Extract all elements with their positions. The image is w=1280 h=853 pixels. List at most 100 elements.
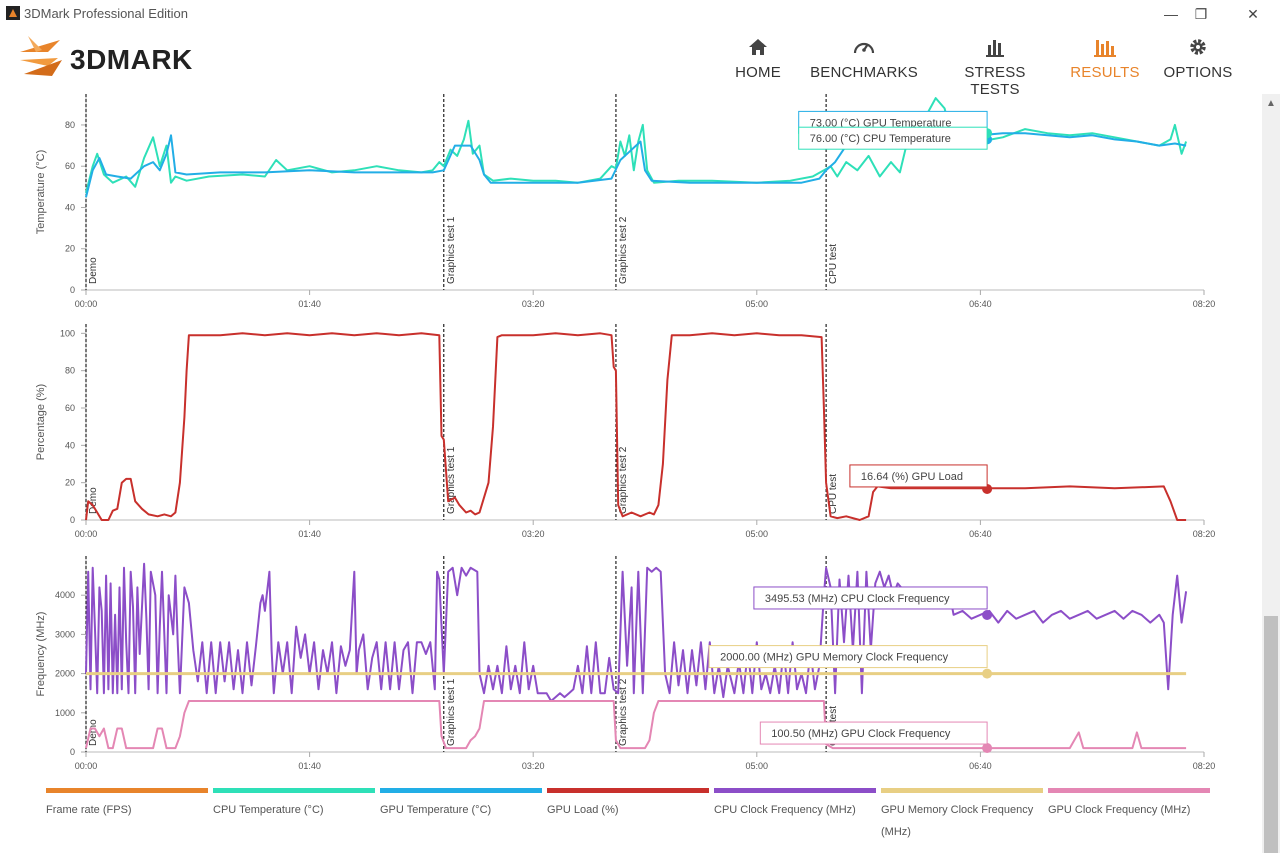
legend-color-swatch [714,788,876,793]
test-marker-label: CPU test [828,244,839,284]
nav-home-label: HOME [735,64,781,81]
scrollbar-thumb[interactable] [1264,616,1278,853]
y-tick-label: 60 [65,161,75,171]
tooltip-box [708,645,988,669]
legend-item[interactable]: GPU Load (%) [547,788,709,838]
legend-color-swatch [213,788,375,793]
x-tick-label: 08:20 [1193,299,1216,309]
y-axis-label: Frequency (MHz) [35,612,47,697]
x-tick-label: 01:40 [298,529,321,539]
gauge-icon [853,42,875,54]
nav-benchmarks[interactable]: BENCHMARKS [808,34,920,90]
y-tick-label: 2000 [55,669,75,679]
x-tick-label: 06:40 [969,761,992,771]
y-tick-label: 20 [65,478,75,488]
bar-chart-icon [986,40,1004,57]
nav-stress-tests-label: STRESS TESTS [964,64,1026,98]
legend-item[interactable]: CPU Clock Frequency (MHz) [714,788,876,838]
results-monitoring-panel: 0 20 40 60 80 Temperature (°C) 00:00 01:40 03:20… [0,94,1262,853]
legend-item[interactable]: GPU Temperature (°C) [380,788,542,838]
x-tick-label: 03:20 [522,529,545,539]
x-tick-label: 00:00 [75,761,98,771]
x-tick-label: 01:40 [298,299,321,309]
home-icon [749,39,767,55]
test-marker-label: Graphics test 2 [618,446,629,514]
nav-options-label: OPTIONS [1163,64,1233,81]
close-button[interactable]: ✕ [1247,6,1259,22]
nav-options[interactable]: OPTIONS [1160,34,1236,90]
nav-results-label: RESULTS [1070,64,1140,81]
nav-results[interactable]: RESULTS [1070,34,1140,90]
legend-color-swatch [46,788,208,793]
test-marker-label: Graphics test 1 [446,446,457,514]
gear-icon [1190,39,1206,55]
window-title: 3DMark Professional Edition [24,6,189,21]
tooltip-box [849,464,988,488]
y-tick-label: 80 [65,120,75,130]
legend-color-swatch [881,788,1043,793]
tooltip-box [759,721,988,745]
tooltip-text: 16.64 (%) GPU Load [861,471,963,483]
nav-stress-tests[interactable]: STRESS TESTS [940,34,1050,98]
y-axis-label: Temperature (°C) [35,150,47,234]
y-axis-label: Percentage (%) [35,384,47,460]
nav-benchmarks-label: BENCHMARKS [810,64,918,81]
legend-label: Frame rate (FPS) [46,804,132,816]
y-tick-label: 0 [70,515,75,525]
test-marker-label: CPU test [828,474,839,514]
test-marker-label: Graphics test 2 [618,678,629,746]
tooltip-text: 2000.00 (MHz) GPU Memory Clock Frequency [720,652,949,664]
series-line-gpu-load [85,332,1187,521]
test-marker-label: Demo [88,487,99,514]
legend-label: CPU Clock Frequency (MHz) [714,804,856,816]
x-tick-label: 05:00 [746,761,769,771]
test-marker-label: Graphics test 2 [618,216,629,284]
tooltip-box [753,586,988,610]
series-line-cpu-clock [85,562,1188,702]
legend-label: CPU Temperature (°C) [213,804,324,816]
y-tick-label: 20 [65,244,75,254]
y-tick-label: 80 [65,366,75,376]
y-tick-label: 40 [65,202,75,212]
series-line-gpu-clock [85,700,1187,750]
legend-item[interactable]: CPU Temperature (°C) [213,788,375,838]
tooltip-text: 73.00 (°C) GPU Temperature [810,117,952,129]
legend-item[interactable]: GPU Clock Frequency (MHz) [1048,788,1210,838]
window-titlebar: 3DMark Professional Edition — ❐ ✕ [0,0,1280,28]
nav-home[interactable]: HOME [728,34,788,90]
x-tick-label: 08:20 [1193,529,1216,539]
x-tick-label: 06:40 [969,299,992,309]
y-tick-label: 0 [70,747,75,757]
tooltip-point [982,668,993,679]
tooltip-text: 100.50 (MHz) GPU Clock Frequency [771,728,951,740]
maximize-button[interactable]: ❐ [1194,6,1208,22]
3dmark-logo-icon[interactable] [18,30,248,86]
y-tick-label: 4000 [55,590,75,600]
test-marker-label: Graphics test 1 [446,216,457,284]
test-marker-label: Demo [88,719,99,746]
x-tick-label: 03:20 [522,761,545,771]
series-line-gpu-temp [85,123,1187,198]
tooltip-point [982,609,993,620]
legend-color-swatch [380,788,542,793]
y-tick-label: 100 [60,328,75,338]
legend-label: GPU Memory Clock Frequency (MHz) [881,804,1034,838]
x-tick-label: 06:40 [969,529,992,539]
tooltip-box [798,126,988,150]
x-tick-label: 05:00 [746,529,769,539]
legend-item[interactable]: GPU Memory Clock Frequency (MHz) [881,788,1043,838]
y-tick-label: 0 [70,285,75,295]
legend-item[interactable]: Frame rate (FPS) [46,788,208,838]
app-icon [6,6,20,20]
minimize-button[interactable]: — [1164,6,1178,22]
x-tick-label: 01:40 [298,761,321,771]
y-tick-label: 3000 [55,629,75,639]
vertical-scrollbar[interactable]: ▲ [1262,94,1280,853]
monitoring-charts: 0 20 40 60 80 Temperature (°C) 00:00 01:40 03:20… [35,94,1216,771]
y-tick-label: 60 [65,403,75,413]
scroll-up-icon[interactable]: ▲ [1266,98,1276,109]
test-marker-label: Graphics test 1 [446,678,457,746]
legend-label: GPU Temperature (°C) [380,804,492,816]
legend-color-swatch [1048,788,1210,793]
legend-color-swatch [547,788,709,793]
